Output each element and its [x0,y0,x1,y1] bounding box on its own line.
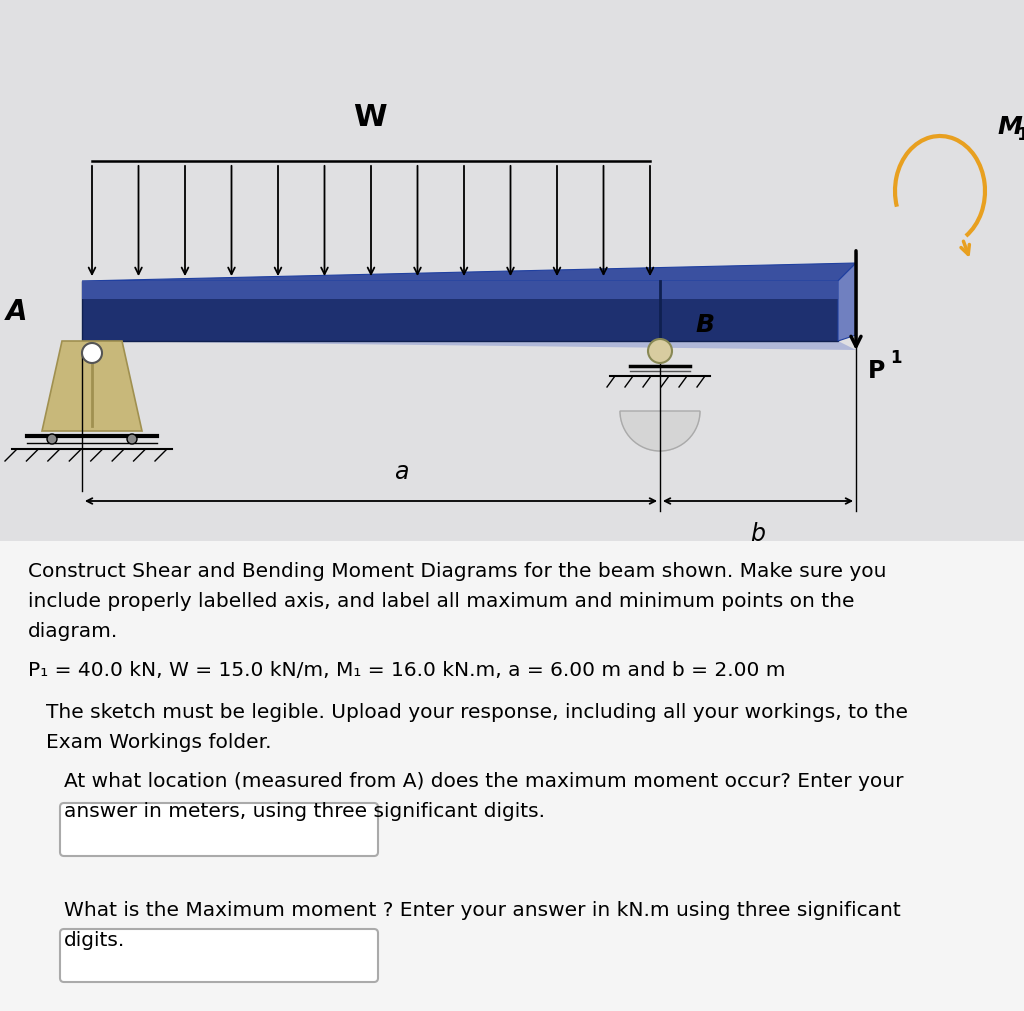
Text: A: A [5,297,27,326]
Text: answer in meters, using three significant digits.: answer in meters, using three significan… [63,801,545,820]
Polygon shape [82,264,856,282]
Circle shape [47,435,57,445]
Text: 1: 1 [890,349,901,367]
Text: include properly labelled axis, and label all maximum and minimum points on the: include properly labelled axis, and labe… [28,591,854,611]
Text: What is the Maximum moment ? Enter your answer in kN.m using three significant: What is the Maximum moment ? Enter your … [63,900,901,919]
Text: B: B [695,312,714,337]
Circle shape [82,344,102,364]
Text: At what location (measured from A) does the maximum moment occur? Enter your: At what location (measured from A) does … [63,771,903,791]
Text: b: b [751,522,766,546]
Text: M: M [997,115,1022,139]
Text: Exam Workings folder.: Exam Workings folder. [46,732,271,751]
Bar [0,561,1024,1011]
Wedge shape [620,411,700,452]
Text: diagram.: diagram. [28,622,118,640]
Bar [82,282,838,299]
Text: Construct Shear and Bending Moment Diagrams for the beam shown. Make sure you: Construct Shear and Bending Moment Diagr… [28,561,887,580]
Text: a: a [394,460,409,483]
Text: P: P [868,359,886,382]
Polygon shape [838,264,856,342]
Text: W: W [353,103,387,131]
Text: The sketch must be legible. Upload your response, including all your workings, t: The sketch must be legible. Upload your … [46,703,908,721]
Text: 1: 1 [1017,126,1024,144]
FancyBboxPatch shape [60,929,378,982]
Bar [82,282,838,342]
FancyBboxPatch shape [60,803,378,856]
Bar [0,0,1024,561]
Bar [0,542,1024,1011]
Text: P₁ = 40.0 kN, W = 15.0 kN/m, M₁ = 16.0 kN.m, a = 6.00 m and b = 2.00 m: P₁ = 40.0 kN, W = 15.0 kN/m, M₁ = 16.0 k… [28,660,785,679]
Polygon shape [82,342,856,351]
Text: digits.: digits. [63,930,125,949]
Polygon shape [42,342,142,432]
Circle shape [127,435,137,445]
Circle shape [648,340,672,364]
